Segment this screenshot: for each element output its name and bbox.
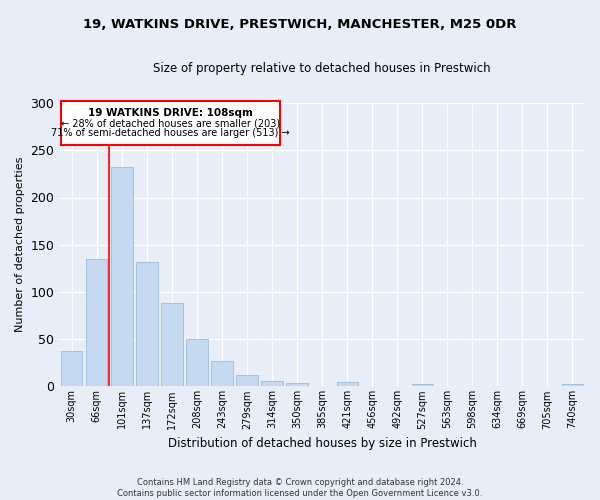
Bar: [211, 361, 233, 386]
X-axis label: Distribution of detached houses by size in Prestwich: Distribution of detached houses by size …: [168, 437, 476, 450]
Y-axis label: Number of detached properties: Number of detached properties: [15, 157, 25, 332]
Bar: [337, 382, 358, 386]
Text: 19 WATKINS DRIVE: 108sqm: 19 WATKINS DRIVE: 108sqm: [88, 108, 253, 118]
Text: Contains HM Land Registry data © Crown copyright and database right 2024.
Contai: Contains HM Land Registry data © Crown c…: [118, 478, 482, 498]
Bar: [562, 384, 583, 386]
Bar: [187, 339, 208, 386]
Bar: [412, 384, 433, 386]
Bar: [111, 168, 133, 386]
FancyBboxPatch shape: [61, 101, 280, 144]
Bar: [286, 382, 308, 386]
Bar: [61, 352, 82, 386]
Text: ← 28% of detached houses are smaller (203): ← 28% of detached houses are smaller (20…: [61, 118, 280, 128]
Bar: [86, 259, 107, 386]
Bar: [161, 304, 182, 386]
Text: 19, WATKINS DRIVE, PRESTWICH, MANCHESTER, M25 0DR: 19, WATKINS DRIVE, PRESTWICH, MANCHESTER…: [83, 18, 517, 30]
Bar: [262, 380, 283, 386]
Bar: [136, 262, 158, 386]
Text: 71% of semi-detached houses are larger (513) →: 71% of semi-detached houses are larger (…: [51, 128, 289, 138]
Bar: [236, 375, 257, 386]
Title: Size of property relative to detached houses in Prestwich: Size of property relative to detached ho…: [154, 62, 491, 76]
